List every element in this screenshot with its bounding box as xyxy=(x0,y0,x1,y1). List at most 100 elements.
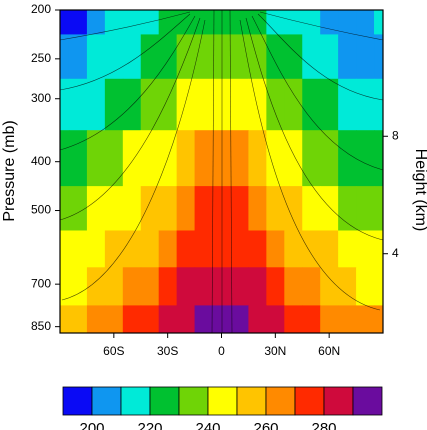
contour-field xyxy=(60,10,384,334)
field-cell xyxy=(266,305,285,334)
colorbar-box xyxy=(323,386,354,416)
colorbar-box xyxy=(120,386,151,416)
field-cell xyxy=(86,78,106,131)
streamline xyxy=(239,19,381,311)
field-cell xyxy=(248,10,267,35)
y-tick-label: 300 xyxy=(31,91,51,105)
field-cell xyxy=(248,230,267,268)
field-cell xyxy=(266,10,285,35)
field-cell xyxy=(356,34,375,80)
y2-axis-title: Height (km) xyxy=(412,149,427,232)
field-cell xyxy=(266,78,285,131)
streamlines xyxy=(59,9,384,334)
field-cell xyxy=(356,305,375,334)
streamline xyxy=(245,17,384,241)
y-axis-title: Pressure (mb) xyxy=(1,120,18,221)
field-cell xyxy=(122,186,142,231)
field-cell xyxy=(230,267,249,306)
field-cell xyxy=(320,34,339,80)
field-cell xyxy=(104,186,124,231)
axes: 200 250 300 400 500 700 850 60S 30S 0 30N 60N 8 4 xyxy=(31,2,399,358)
field-cell xyxy=(68,34,88,80)
field-cell xyxy=(140,10,160,35)
colorbar-label: 260 xyxy=(253,420,278,430)
streamline xyxy=(59,15,196,151)
field-cell xyxy=(302,10,321,35)
field-cell xyxy=(230,186,249,231)
field-cell xyxy=(266,130,285,187)
field-cell xyxy=(158,267,178,306)
field-cell xyxy=(248,78,267,131)
field-cell xyxy=(338,267,357,306)
y2-tick-label: 8 xyxy=(392,128,399,142)
field-cell xyxy=(284,10,303,35)
field-cell xyxy=(122,34,142,80)
field-cell xyxy=(248,34,267,80)
field-cell xyxy=(320,130,339,187)
field-cell xyxy=(302,267,321,306)
field-cell xyxy=(68,186,88,231)
field-cell xyxy=(356,186,375,231)
field-cell xyxy=(158,186,178,231)
field-cell xyxy=(194,78,214,131)
field-cell xyxy=(338,34,357,80)
field-cell xyxy=(68,305,88,334)
field-cell xyxy=(248,130,267,187)
field-cell xyxy=(302,34,321,80)
field-cell xyxy=(122,267,142,306)
field-cell xyxy=(122,230,142,268)
field-cell xyxy=(284,78,303,131)
colorbar-box xyxy=(207,386,238,416)
field-cell xyxy=(140,186,160,231)
field-cell xyxy=(122,130,142,187)
field-cell xyxy=(158,78,178,131)
colorbar-label: 280 xyxy=(311,420,336,430)
field-cell xyxy=(60,34,70,80)
field-cell xyxy=(374,78,384,131)
field-cell xyxy=(176,267,196,306)
colorbar-box xyxy=(178,386,209,416)
field-cell xyxy=(176,130,196,187)
field-cell xyxy=(230,34,249,80)
field-cell xyxy=(140,230,160,268)
field-cell xyxy=(374,267,384,306)
streamline xyxy=(61,19,206,301)
field-cell xyxy=(338,78,357,131)
field-cell xyxy=(374,130,384,187)
field-cell xyxy=(60,78,70,131)
y-tick-label: 700 xyxy=(31,276,51,290)
field-cell xyxy=(320,305,339,334)
field-cell xyxy=(86,230,106,268)
field-cell xyxy=(266,267,285,306)
field-cell xyxy=(60,10,70,35)
field-cell xyxy=(284,267,303,306)
field-cell xyxy=(176,186,196,231)
y2-tick-label: 4 xyxy=(392,246,399,260)
field-cell xyxy=(176,230,196,268)
field-cell xyxy=(320,78,339,131)
field-cell xyxy=(68,78,88,131)
field-cell xyxy=(68,130,88,187)
field-cell xyxy=(122,78,142,131)
colorbar-box xyxy=(265,386,296,416)
field-cell xyxy=(194,267,214,306)
field-cell xyxy=(266,34,285,80)
field-cell xyxy=(194,305,214,334)
field-cell xyxy=(338,130,357,187)
field-cell xyxy=(374,230,384,268)
x-tick-label: 60S xyxy=(103,344,124,358)
field-cell xyxy=(176,10,196,35)
field-cell xyxy=(338,305,357,334)
field-cell xyxy=(320,186,339,231)
field-cell xyxy=(158,305,178,334)
field-cell xyxy=(140,78,160,131)
field-cell xyxy=(68,230,88,268)
streamline xyxy=(251,15,384,171)
colorbar-box xyxy=(352,386,383,416)
field-cell xyxy=(60,230,70,268)
field-cell xyxy=(86,130,106,187)
field-cell xyxy=(374,305,384,334)
field-cell xyxy=(320,10,339,35)
field-cell xyxy=(230,78,249,131)
